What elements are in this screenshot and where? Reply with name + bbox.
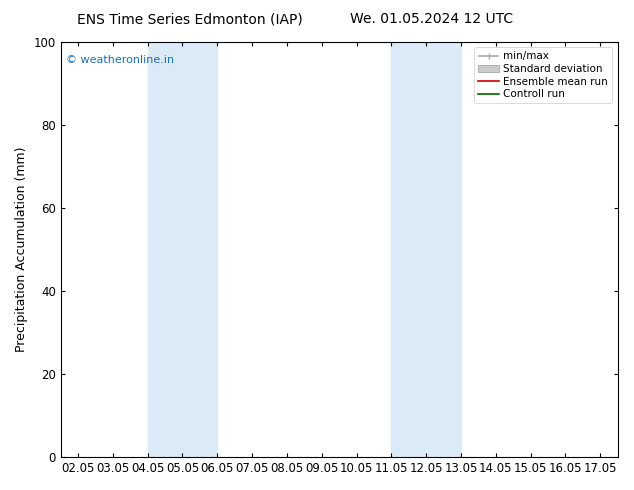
Text: © weatheronline.in: © weatheronline.in [66,54,174,65]
Text: ENS Time Series Edmonton (IAP): ENS Time Series Edmonton (IAP) [77,12,303,26]
Bar [391,42,461,457]
Y-axis label: Precipitation Accumulation (mm): Precipitation Accumulation (mm) [15,147,28,352]
Legend: min/max, Standard deviation, Ensemble mean run, Controll run: min/max, Standard deviation, Ensemble me… [474,47,612,103]
Bar [148,42,217,457]
Text: We. 01.05.2024 12 UTC: We. 01.05.2024 12 UTC [349,12,513,26]
